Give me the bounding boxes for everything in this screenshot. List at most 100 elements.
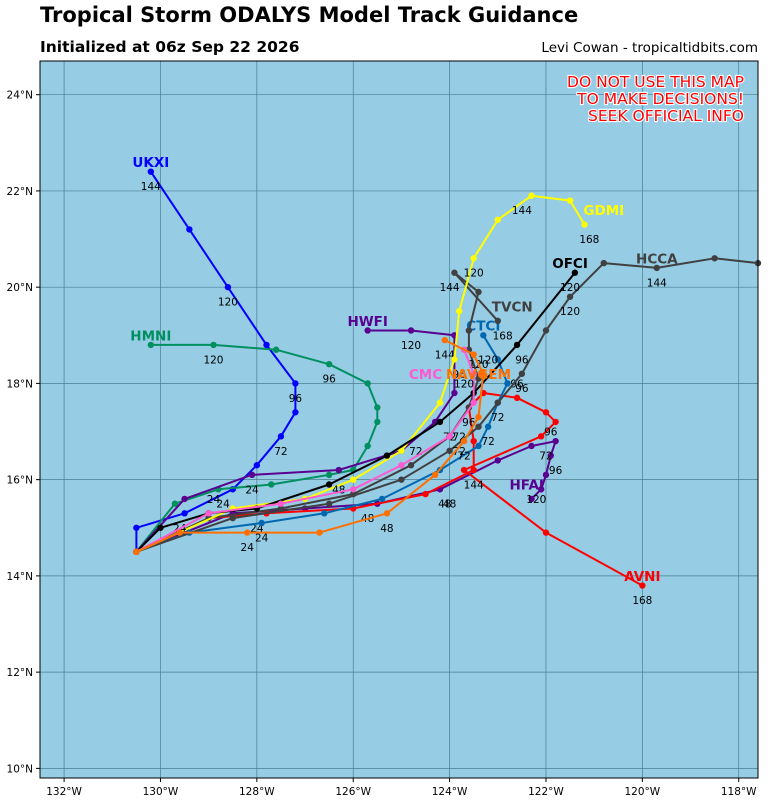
track-line-avni [135,392,643,587]
track-point-navgem [431,471,439,479]
track-point-ctci [321,510,328,517]
forecast-hour-label: 96 [322,374,336,386]
track-point-tvcn [407,462,415,469]
lon-tick-label: 130°W [143,786,179,798]
track-point-cmc [446,433,453,440]
forecast-hour-label: 120 [454,378,474,390]
track-point-avni [639,582,646,589]
track-point-hcca [542,327,550,334]
track-point-hcca [229,514,236,522]
forecast-hour-label: 120 [526,494,546,506]
track-point-ukxi [277,433,285,440]
track-point-hmni [272,346,280,353]
forecast-hour-label: 96 [544,427,558,439]
forecast-hour-label: 24 [207,494,221,506]
forecast-hour-label: 48 [438,499,451,511]
lon-tick-label: 122°W [528,786,564,798]
track-point-ukxi [224,283,232,291]
forecast-hour-label: 144 [440,282,460,294]
forecast-hour-label: 96 [462,417,476,429]
track-point-cmc [277,500,285,507]
lat-tick-label: 12°N [7,667,33,679]
track-point-hfai [537,486,545,493]
track-hwfi: 24 72 120 144 HWFI [133,314,458,556]
forecast-hour-label: 48 [380,523,393,535]
track-point-navgem [480,370,487,377]
track-point-navgem [316,529,323,536]
track-hmni: 24 96 120 HMNI [130,328,381,556]
forecast-hour-label: 144 [647,277,667,289]
model-name-hcca: HCCA [636,251,678,267]
forecast-hour-label: 48 [443,499,456,511]
forecast-hour-label: 120 [560,306,580,318]
track-point-ctci [494,356,501,363]
axis-ticks: 132°W 130°W 128°W 126°W 124°W 122°W 120°W 118°W… [7,90,758,798]
track-point-hmni [268,481,275,488]
track-point-navgem [133,548,140,556]
track-point-hwfi [181,495,188,503]
track-point-gdmi [494,216,501,223]
forecast-hour-label: 24 [245,484,259,496]
track-point-ukxi [292,409,299,416]
model-name-tvcn: TVCN [492,299,533,315]
track-point-hwfi [407,327,415,334]
model-name-cmc: CMC [409,367,442,383]
track-line-ukxi [135,171,297,552]
track-point-gdmi [350,476,357,483]
model-name-hfai: HFAI [509,477,543,493]
track-point-tvcn [475,288,482,296]
track-point-hmni [210,341,217,349]
forecast-hour-label: 72 [539,451,552,463]
track-point-ukxi [147,168,155,175]
track-point-gdmi [470,255,477,262]
forecast-hour-label: 120 [218,297,238,309]
track-point-navgem [441,336,448,344]
model-name-ukxi: UKXI [132,155,169,171]
track-point-gdmi [451,356,458,363]
lon-tick-label: 120°W [625,786,661,798]
track-point-hfai [528,442,535,450]
track-point-tvcn [350,490,357,498]
forecast-hour-label: 72 [453,446,466,458]
track-point-avni [460,466,468,474]
track-point-navgem [460,437,468,445]
track-point-hcca [653,264,661,272]
track-point-avni [470,466,477,474]
track-point-tvcn [277,505,285,512]
lat-tick-label: 18°N [7,378,33,390]
page-title: Tropical Storm ODALYS Model Track Guidan… [40,3,579,27]
forecast-hour-label: 96 [515,354,529,366]
track-point-hfai [547,452,554,459]
track-point-ofci [571,269,579,276]
track-point-avni [513,394,521,402]
track-point-gdmi [528,192,535,199]
track-line-ctci [136,334,509,553]
track-point-ukxi [292,380,299,387]
lat-tick-label: 24°N [7,90,33,102]
track-line-hmni [135,343,379,553]
lon-tick-label: 124°W [432,786,468,798]
track-point-avni [552,418,559,426]
lon-tick-label: 126°W [335,786,371,798]
model-name-gdmi: GDMI [583,203,624,219]
forecast-hour-label: 120 [560,282,580,294]
track-point-cmc [398,462,405,469]
track-point-ofci [436,418,444,426]
track-ctci: 24 48 72 96 CTCI [133,319,524,556]
track-point-hfai [528,495,535,503]
track-point-ukxi [253,462,261,469]
track-point-ofci [513,341,521,349]
track-point-hfai [542,471,550,479]
credit: Levi Cowan - tropicaltidbits.com [541,40,758,56]
track-point-hwfi [364,327,371,334]
track-point-gdmi [398,447,405,454]
track-point-navgem [383,510,391,517]
model-name-ofci: OFCI [552,256,588,272]
forecast-hour-label: 96 [289,393,303,405]
lon-tick-label: 128°W [239,786,275,798]
forecast-hour-label: 144 [435,350,455,362]
model-tracks: 247296120144UKXI2496120HMNI2472120144HWF… [130,155,762,607]
